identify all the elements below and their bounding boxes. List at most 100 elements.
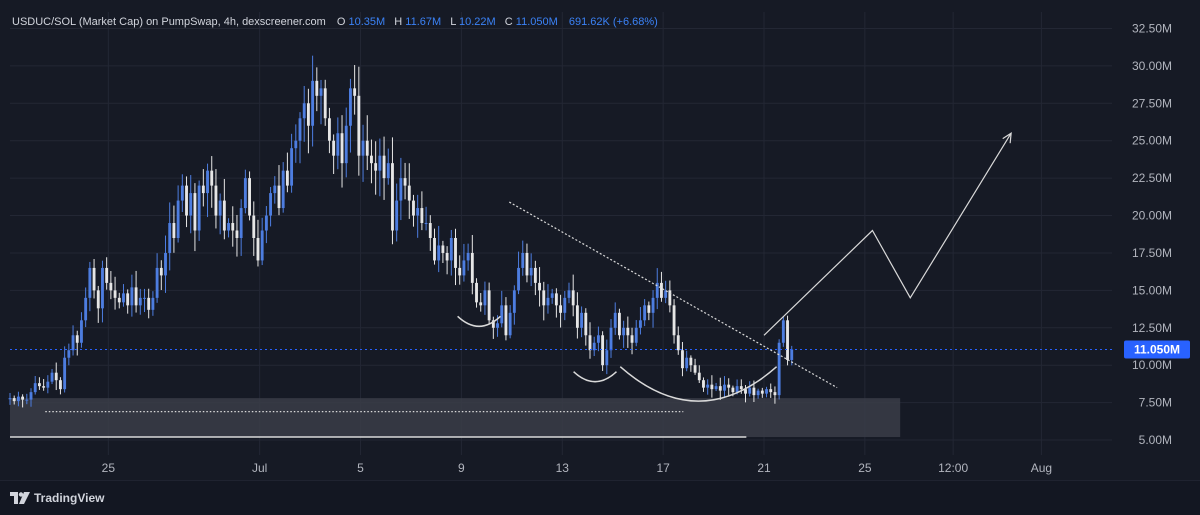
candle-body — [134, 287, 138, 306]
candle-body — [176, 200, 180, 238]
candle-body — [54, 372, 58, 381]
candle — [197, 180, 201, 241]
candle — [533, 260, 537, 296]
x-tick-label: 25 — [858, 461, 872, 475]
candle — [42, 379, 46, 391]
candle — [639, 307, 642, 335]
candle-body — [96, 290, 100, 309]
last-price-label: 11.050M — [1134, 342, 1180, 356]
candle-body — [231, 223, 235, 231]
candle — [75, 330, 79, 356]
candle-body — [63, 357, 67, 390]
candle — [525, 243, 529, 283]
candle-body — [311, 80, 315, 126]
candle-body — [613, 312, 617, 328]
candle — [765, 386, 768, 398]
candle-body — [155, 267, 159, 298]
candle-body — [42, 386, 46, 388]
candle — [159, 260, 163, 291]
tradingview-brand[interactable]: TradingView — [34, 491, 105, 505]
candle — [256, 219, 260, 267]
candle-body — [475, 282, 478, 303]
candle — [134, 270, 138, 313]
candle-body — [416, 208, 420, 216]
candle — [748, 381, 752, 397]
candle — [571, 274, 575, 317]
candle-body — [206, 170, 209, 194]
candle — [588, 322, 592, 359]
candle — [403, 162, 407, 200]
candle — [517, 251, 520, 295]
candle — [727, 378, 731, 397]
candle — [630, 327, 634, 355]
high-label: H — [394, 16, 402, 28]
candle-body — [361, 140, 365, 156]
candlestick-chart[interactable]: 5.00M 7.50M 10.00M 12.50M 15.00M 17.50M 20.00M… — [0, 0, 1200, 480]
candle-body — [529, 267, 533, 276]
candle-body — [277, 185, 281, 209]
candle — [428, 215, 432, 251]
candle — [164, 235, 167, 293]
tradingview-logo-icon[interactable] — [10, 492, 30, 504]
y-tick-label: 25.00M — [1132, 134, 1172, 148]
candle — [290, 133, 294, 193]
candle-body — [575, 305, 579, 328]
candle-body — [323, 88, 327, 119]
candle — [676, 326, 680, 355]
candle-body — [273, 185, 277, 194]
candle — [521, 240, 525, 276]
candle-body — [189, 193, 193, 216]
high-value: 11.67M — [405, 16, 441, 28]
candle — [143, 288, 146, 313]
y-tick-label: 32.50M — [1132, 21, 1172, 35]
candle-body — [441, 245, 445, 253]
candle — [407, 163, 411, 219]
candle-body — [260, 230, 264, 261]
candle-body — [222, 200, 226, 231]
candle — [117, 292, 121, 309]
candle-body — [88, 267, 92, 298]
candle — [605, 339, 609, 375]
candle — [105, 257, 109, 290]
candle — [231, 206, 235, 247]
candle-body — [689, 357, 693, 366]
candle — [693, 358, 697, 375]
candle-body — [75, 335, 79, 343]
candle — [487, 282, 491, 324]
candle — [550, 288, 554, 304]
candle-body — [306, 103, 310, 126]
close-label: C — [505, 16, 513, 28]
candle-body — [580, 312, 584, 328]
candle-body — [214, 185, 218, 216]
candle-body — [332, 140, 336, 156]
candle-body — [319, 88, 323, 96]
candle-body — [685, 357, 689, 369]
candle — [243, 169, 247, 214]
candle-body — [8, 398, 12, 400]
candle — [399, 157, 403, 221]
y-tick-label: 5.00M — [1139, 433, 1172, 447]
candle-body — [281, 170, 285, 209]
candle-body — [193, 193, 197, 231]
candle-body — [462, 260, 466, 276]
candle-body — [336, 133, 340, 156]
candle — [449, 229, 453, 276]
candle-body — [143, 297, 146, 299]
candle-body — [533, 267, 537, 283]
candle — [63, 346, 67, 393]
candle — [206, 163, 209, 218]
candle-body — [46, 381, 50, 388]
candle — [302, 85, 306, 142]
candle-body — [256, 237, 260, 261]
candle-body — [201, 185, 205, 194]
candle — [563, 291, 567, 321]
x-tick-label: 12:00 — [938, 461, 968, 475]
candle — [168, 202, 172, 271]
candle-body — [302, 103, 306, 119]
candle-body — [382, 155, 386, 179]
candle-body — [559, 305, 563, 313]
candle-body — [639, 320, 642, 328]
candle — [353, 64, 357, 115]
candle — [189, 175, 193, 234]
candle-body — [605, 350, 609, 366]
